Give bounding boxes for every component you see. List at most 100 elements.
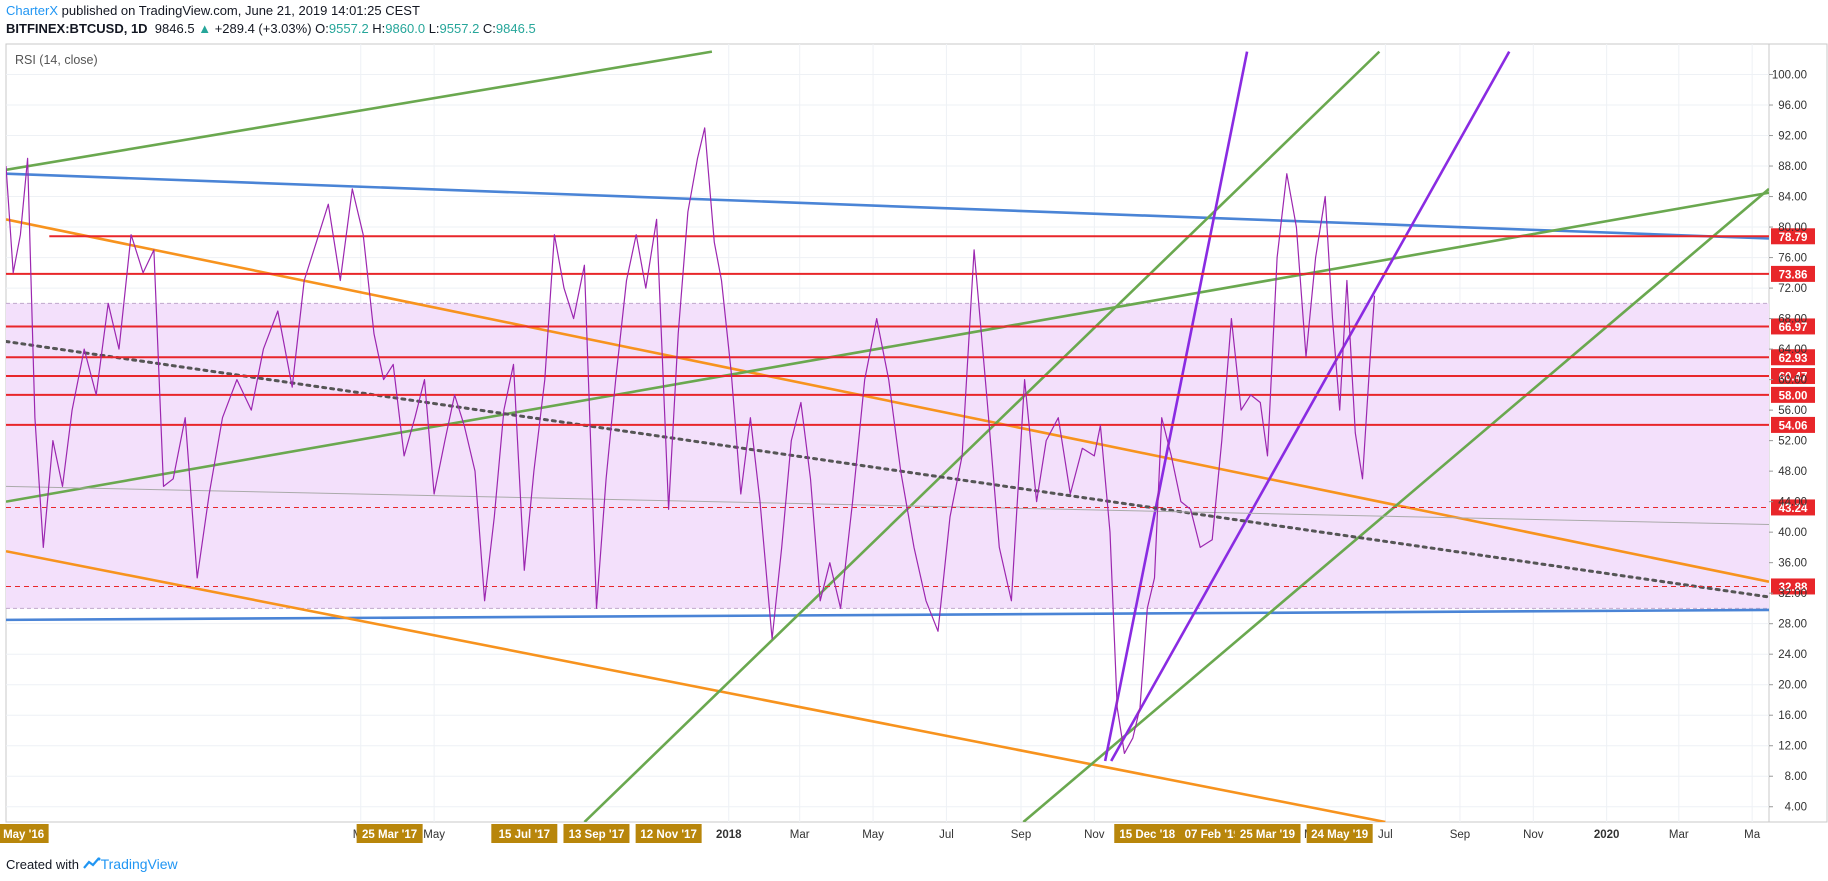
indicator-label: RSI (14, close) [15,53,98,67]
x-tick-label: Nov [1523,829,1544,841]
x-tick-label: Sep [1011,829,1031,841]
x-tick-label: Mar [1669,829,1689,841]
up-arrow-icon: ▲ [198,21,212,36]
last-price: 9846.5 [154,21,195,36]
level-label: 60.47 [1779,372,1808,384]
level-label: 66.97 [1779,322,1808,334]
x-tick-label: 2020 [1594,829,1620,841]
x-tick-label: May [423,829,445,841]
rsi-line [6,127,1376,754]
trendline [1103,51,1249,762]
x-tick-label: Ma [1744,829,1761,841]
date-marker-label: 25 Mar '19 [1240,829,1295,841]
level-label-box [1771,499,1815,516]
close-label: C: [482,21,496,36]
price-change: +289.4 (+3.03%) [214,21,312,36]
level-label: 78.79 [1779,232,1808,244]
low-value: 9557.2 [439,21,480,36]
x-axis: Ma May 2018 Mar May Jul Sep Nov Jul Sep Nov 2020 Mar… [0,824,1761,843]
open-value: 9557.2 [328,21,369,36]
y-tick-label: 56.00 [1778,405,1807,417]
y-tick-label: 8.00 [1785,771,1807,783]
y-tick-label: 36.00 [1778,558,1807,570]
symbol-info: BITFINEX:BTCUSD, 1D 9846.5 ▲ +289.4 (+3.… [6,21,536,36]
y-tick-label: 64.00 [1778,344,1807,356]
x-tick-label: Jul [939,829,954,841]
y-tick-label: 100.00 [1772,70,1807,82]
y-tick-label: 20.00 [1778,680,1807,692]
date-marker-label: 13 Sep '17 [569,829,625,841]
y-tick-label: 48.00 [1778,466,1807,478]
level-label-box [1771,228,1815,245]
level-label-box [1771,368,1815,385]
y-tick-label: 40.00 [1778,527,1807,539]
y-tick-label: 24.00 [1778,649,1807,661]
level-label: 32.88 [1779,582,1808,594]
x-tick-label: Nov [1084,829,1105,841]
trendline [6,339,1769,599]
x-tick-label: May [862,829,884,841]
date-marker-label: 12 Nov '17 [640,829,696,841]
close-value: 9846.5 [495,21,536,36]
trendline [1110,50,1511,762]
footer: Created with TradingView [6,856,178,872]
y-tick-label: 4.00 [1785,802,1807,814]
y-tick-label: 16.00 [1778,710,1807,722]
level-label-box [1771,578,1815,595]
level-label-box [1771,386,1815,403]
level-label-box [1771,416,1815,433]
y-axis: 100.00 96.00 92.00 88.00 84.00 80.00 76.00 72.0… [1769,70,1807,814]
y-tick-label: 92.00 [1778,131,1807,143]
level-label-box [1771,265,1815,282]
high-value: 9860.0 [385,21,426,36]
low-label: L: [428,21,440,36]
trendlines [6,50,1769,822]
author-link[interactable]: CharterX [6,3,59,18]
date-marker-box [563,824,630,843]
trendline [6,172,1769,240]
trendline [6,485,1769,526]
date-marker-box [1234,824,1301,843]
trendline [6,191,1769,503]
y-tick-label: 52.00 [1778,436,1807,448]
y-tick-label: 44.00 [1778,497,1807,509]
level-label-box [1771,349,1815,366]
date-marker-label: 15 Jul '17 [499,829,550,841]
x-tick-label: Sep [1450,829,1470,841]
open-label: O: [315,21,329,36]
y-tick-label: 84.00 [1778,192,1807,204]
date-marker-label: 18 May '16 [0,829,44,841]
date-marker-box [1179,824,1246,843]
publish-info: CharterX published on TradingView.com, J… [6,3,420,18]
date-marker-label: 24 May '19 [1311,829,1368,841]
date-marker-box [635,824,702,843]
level-label: 62.93 [1779,353,1808,365]
y-tick-label: 60.00 [1778,375,1807,387]
rsi-series [6,127,1376,754]
created-with-text: Created with [6,857,79,872]
trendline [1022,187,1769,822]
y-tick-label: 96.00 [1778,100,1807,112]
trendline [6,218,1769,584]
trendline [583,50,1381,822]
rsi-band-fill [6,303,1769,609]
symbol-name: BITFINEX:BTCUSD, 1D [6,21,148,36]
date-marker-label: 15 Dec '18 [1119,829,1175,841]
x-tick-label: 2018 [716,829,742,841]
level-label: 73.86 [1779,269,1808,281]
tradingview-logo-icon [82,857,101,869]
y-tick-label: 76.00 [1778,253,1807,265]
date-marker-box [356,824,423,843]
y-tick-label: 68.00 [1778,314,1807,326]
date-marker-label: 07 Feb '19 [1185,829,1240,841]
date-marker-label: 25 Mar '17 [362,829,417,841]
level-label: 58.00 [1779,390,1808,402]
y-tick-label: 80.00 [1778,222,1807,234]
y-tick-label: 32.00 [1778,588,1807,600]
level-label: 54.06 [1779,420,1808,432]
y-tick-label: 72.00 [1778,283,1807,295]
tradingview-link[interactable]: TradingView [100,856,178,872]
trendline [6,608,1769,622]
x-tick-label: Jul [1378,829,1393,841]
